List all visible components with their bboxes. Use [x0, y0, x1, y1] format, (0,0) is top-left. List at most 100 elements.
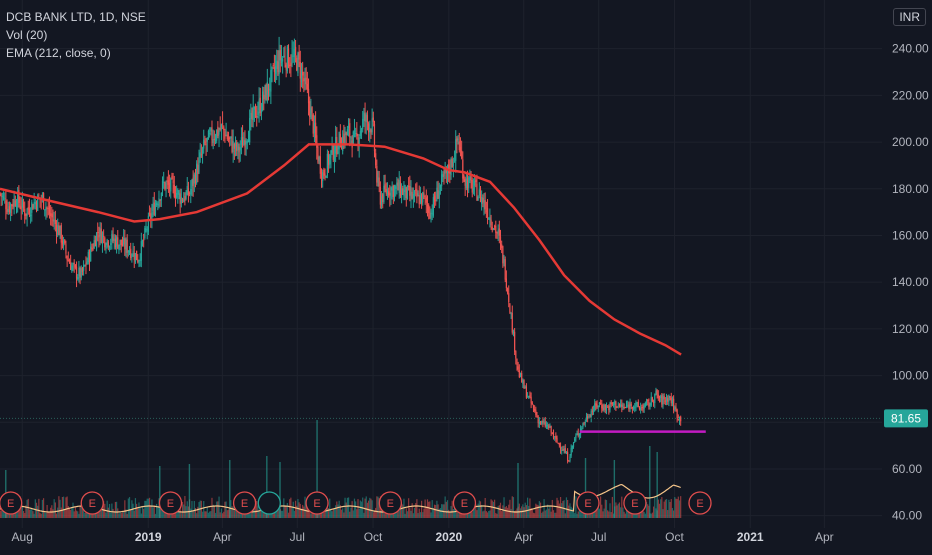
candle-body [285, 64, 287, 70]
volume-bar [558, 503, 560, 518]
candle [292, 41, 294, 63]
candle [269, 77, 271, 97]
candle-body [217, 126, 219, 137]
candle-body [305, 77, 307, 85]
candle-body [645, 401, 648, 404]
candle [134, 252, 137, 264]
volume-bar [418, 508, 420, 518]
volume-spike [279, 462, 281, 518]
candle-body [24, 208, 26, 216]
candle-body [457, 138, 459, 141]
candle-body [58, 225, 60, 236]
candle-body [227, 138, 230, 141]
volume-bar [191, 500, 193, 518]
candle-body [171, 175, 173, 180]
candle [456, 136, 458, 154]
candle-body [332, 145, 334, 160]
candle-body [399, 181, 401, 197]
candle-body [95, 232, 98, 249]
candle [452, 157, 454, 178]
candle-body [479, 188, 482, 202]
candle [547, 422, 549, 430]
volume-bar [68, 507, 71, 518]
candle-body [443, 171, 445, 176]
candle [84, 264, 86, 267]
y-tick-label: 120.00 [892, 322, 929, 336]
volume-bar [433, 504, 436, 518]
y-tick-label: 140.00 [892, 275, 929, 289]
candle [227, 131, 230, 143]
volume-bar [20, 504, 22, 518]
candle [224, 128, 226, 143]
volume-bar [333, 507, 336, 518]
candle [435, 191, 437, 206]
candle-body [48, 205, 51, 215]
candle [8, 201, 11, 215]
candle-body [300, 69, 303, 83]
candle-body [319, 156, 321, 174]
candle-body [131, 255, 133, 257]
volume-bar [643, 511, 645, 518]
candle-body [220, 124, 222, 129]
candle-body [194, 175, 197, 184]
x-tick-label: Jul [290, 530, 305, 544]
volume-bar [52, 509, 54, 518]
volume-bar [306, 506, 308, 518]
candle-body [650, 396, 652, 406]
candle [40, 194, 42, 210]
candle [179, 188, 181, 214]
candle-body [271, 66, 273, 71]
volume-spike [266, 456, 268, 518]
candle [73, 259, 75, 273]
ema-line [0, 143, 682, 356]
candle-body [54, 219, 56, 225]
currency-button[interactable]: INR [893, 8, 926, 26]
candle [300, 62, 303, 88]
candle [584, 419, 586, 428]
symbol-title[interactable]: DCB BANK LTD, 1D, NSE [6, 10, 146, 24]
y-tick-label: 100.00 [892, 369, 929, 383]
candle-body [258, 99, 260, 110]
candle-body [211, 127, 213, 141]
candle-body [477, 196, 479, 201]
ema-indicator-label[interactable]: EMA (212, close, 0) [6, 46, 111, 60]
candle [284, 45, 286, 68]
candle [154, 199, 157, 217]
candle-body [349, 123, 351, 138]
candle-body [138, 260, 140, 263]
candle [66, 255, 68, 267]
candle [531, 401, 533, 406]
volume-bar [499, 502, 502, 518]
candle [315, 111, 317, 145]
candle [468, 175, 470, 194]
volume-bar [568, 505, 570, 518]
candle-body [42, 192, 45, 209]
candle [436, 181, 438, 202]
volume-bar [359, 500, 361, 518]
volume-indicator-label[interactable]: Vol (20) [6, 28, 48, 42]
marker-label: E [89, 498, 96, 510]
volume-bar [506, 507, 509, 518]
candle [446, 164, 449, 185]
candle [469, 169, 471, 184]
candle [439, 184, 442, 195]
candle-body [33, 201, 35, 208]
volume-bar [79, 506, 81, 518]
candle-body [22, 202, 25, 209]
candle-body [587, 416, 589, 419]
candle [59, 225, 61, 239]
candle [338, 131, 340, 160]
candle-body [210, 128, 212, 132]
candle-body [331, 143, 333, 153]
candle [42, 192, 45, 210]
volume-bar [71, 507, 73, 518]
candle [150, 207, 152, 228]
candle-body [667, 398, 669, 402]
candle [86, 257, 88, 265]
volume-bar [655, 508, 657, 518]
volume-bar [537, 505, 539, 518]
volume-bar [600, 496, 602, 518]
